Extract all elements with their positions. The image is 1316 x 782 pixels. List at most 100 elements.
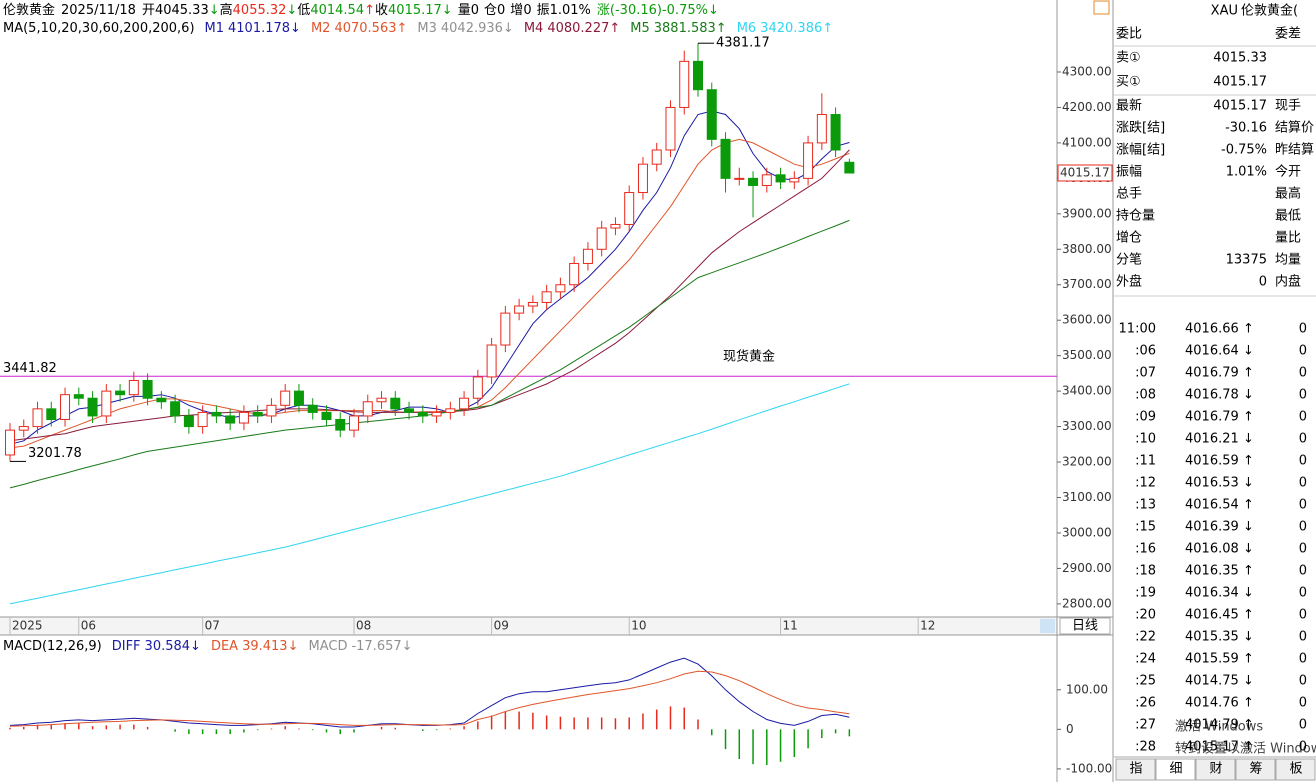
tick-dir: ↓: [1243, 542, 1254, 557]
candle-body: [156, 397, 167, 403]
tick-price: 4016.79: [1185, 410, 1239, 425]
candle-body: [115, 390, 126, 396]
tick-time: :08: [1135, 388, 1156, 403]
tick-price: 4016.39: [1185, 520, 1239, 535]
field-arrow: ↓: [209, 3, 220, 18]
tab[interactable]: [1195, 758, 1236, 781]
tick-time: :11: [1135, 454, 1156, 469]
tick-time: :28: [1135, 740, 1156, 755]
period-tab[interactable]: 日线: [1072, 619, 1098, 634]
symbol: XAU: [1211, 4, 1238, 19]
x-tick-label: 11: [783, 619, 798, 633]
tick-time: :25: [1135, 674, 1156, 689]
macd-line: [9, 670, 850, 727]
y-tick-label: 3600.00: [1062, 313, 1112, 327]
period-tab-box[interactable]: [1059, 617, 1111, 635]
tick-volume: 0: [1299, 454, 1307, 469]
row-label: 外盘: [1116, 274, 1142, 290]
y-tick-label: 3400.00: [1062, 384, 1112, 398]
row-right-label: 委差: [1275, 27, 1301, 42]
tick-price: 4015.59: [1185, 652, 1239, 667]
window-icon[interactable]: [1093, 0, 1110, 15]
scroll-button[interactable]: [1040, 619, 1055, 633]
candle-body: [830, 114, 841, 151]
tick-time: :24: [1135, 652, 1156, 667]
candle-body: [307, 404, 318, 413]
tab-label[interactable]: 指: [1129, 762, 1142, 777]
tab-label[interactable]: 板: [1289, 762, 1302, 777]
y-tick-label: 3200.00: [1062, 455, 1112, 469]
candle-body: [390, 397, 401, 410]
tick-volume: 0: [1299, 476, 1307, 491]
candle-body: [183, 415, 194, 428]
ma-arrow: ↑: [716, 21, 727, 36]
tick-dir: ↑: [1243, 608, 1254, 623]
field-value: 4055.32: [233, 3, 287, 18]
candle-body: [624, 192, 635, 225]
tick-volume: 0: [1299, 740, 1307, 755]
tick-volume: 0: [1299, 608, 1307, 623]
candle-body: [514, 305, 525, 314]
tab[interactable]: [1235, 758, 1276, 781]
tab[interactable]: [1275, 758, 1316, 781]
ma-line: [9, 383, 850, 605]
row-label: 分笔: [1116, 252, 1142, 268]
change: 涨(-30.16)-0.75%↓: [597, 3, 719, 18]
tick-volume: 0: [1299, 564, 1307, 579]
candle-body: [706, 89, 717, 140]
candle-body: [252, 411, 263, 417]
tick-price: 4016.59: [1185, 454, 1239, 469]
last-price-label: 4015.17: [1060, 165, 1110, 179]
tick-time: :12: [1135, 476, 1156, 491]
candle-body: [417, 411, 428, 417]
tab-label[interactable]: 筹: [1249, 761, 1262, 777]
tick-price: 4016.54: [1185, 498, 1239, 513]
tick-volume: 0: [1299, 718, 1307, 733]
time-axis-strip: [0, 617, 1057, 635]
tick-price: 4016.79: [1185, 366, 1239, 381]
field-value: 1.01%: [550, 3, 591, 18]
candle-body: [197, 411, 208, 428]
tick-volume: 0: [1299, 542, 1307, 557]
ma-value: 4042.936: [441, 21, 503, 36]
tab-label[interactable]: 财: [1209, 762, 1222, 777]
field-arrow: ↑: [364, 3, 375, 18]
tab-label[interactable]: 细: [1169, 762, 1182, 777]
tick-volume: 0: [1299, 410, 1307, 425]
tick-price: 4015.35: [1185, 630, 1239, 645]
candle-body: [238, 411, 249, 424]
candle-body: [555, 284, 566, 293]
tick-dir: ↑: [1243, 740, 1254, 755]
candle-body: [734, 177, 745, 180]
tick-volume: 0: [1299, 630, 1307, 645]
y-tick-label: 4300.00: [1062, 64, 1112, 78]
tick-time: :07: [1135, 366, 1156, 381]
row-right-label: 内盘: [1275, 274, 1301, 290]
tick-price: 4016.35: [1185, 564, 1239, 579]
row-right-label: 均量: [1275, 253, 1301, 268]
row-label: 增仓: [1116, 231, 1142, 246]
bars-arrow: ↓: [402, 639, 413, 654]
row-value: -0.75%: [1221, 143, 1267, 158]
tick-price: 4016.78: [1185, 388, 1239, 403]
candle-body: [321, 411, 332, 420]
tick-dir: ↑: [1243, 322, 1254, 337]
tick-time: :15: [1135, 520, 1156, 535]
tick-volume: 0: [1299, 696, 1307, 711]
row-label: 卖①: [1116, 51, 1141, 66]
y-tick-label: 3100.00: [1062, 490, 1112, 504]
tab[interactable]: [1155, 758, 1196, 781]
tick-price: 4016.64: [1185, 344, 1239, 359]
trough-label: 3201.78: [28, 446, 82, 461]
row-right-label: 量比: [1275, 231, 1301, 246]
candle-body: [596, 227, 607, 250]
y-tick-label: 3900.00: [1062, 206, 1112, 220]
candle-body: [582, 248, 593, 264]
row-label: 最新: [1116, 98, 1142, 114]
tick-price: 4016.66: [1185, 322, 1239, 337]
candle-body: [349, 415, 359, 431]
macd-legend: MACD(12,26,9) DIFF 30.584↓ DEA 39.413↓ MACD -1…: [3, 639, 413, 654]
field-arrow: ↓: [286, 3, 297, 18]
tab[interactable]: [1115, 758, 1156, 781]
tick-dir: ↓: [1243, 476, 1254, 491]
